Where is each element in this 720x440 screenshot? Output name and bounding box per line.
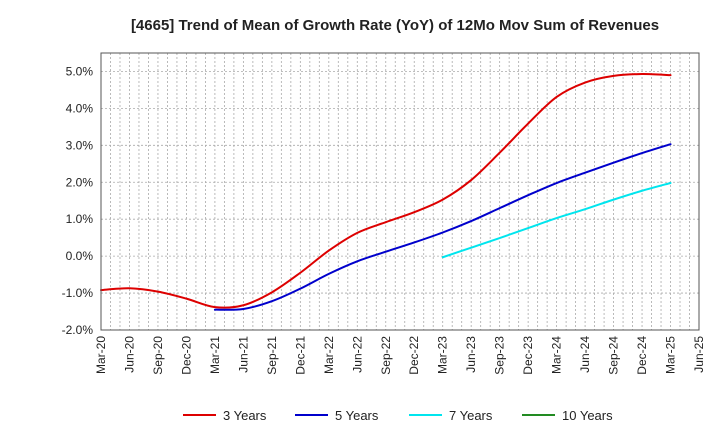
y-axis-tick-labels: -2.0% -1.0% 0.0% 1.0% 2.0% 3.0% 4.0% 5.0% (62, 64, 94, 337)
x-tick-label: Mar-25 (664, 336, 678, 374)
y-tick-label: 1.0% (66, 212, 94, 226)
y-tick-label: 4.0% (66, 101, 94, 115)
y-tick-label: 5.0% (66, 64, 94, 78)
legend: 3 Years 5 Years 7 Years 10 Years (183, 408, 613, 423)
chart-title: [4665] Trend of Mean of Growth Rate (YoY… (131, 17, 659, 34)
y-tick-label: 3.0% (66, 138, 94, 152)
x-tick-label: Jun-24 (578, 336, 592, 373)
x-tick-label: Dec-20 (179, 336, 193, 375)
plot-border (100, 52, 700, 331)
x-tick-label: Jun-22 (350, 336, 364, 373)
y-tick-label: 2.0% (66, 175, 94, 189)
x-tick-label: Jun-21 (236, 336, 250, 373)
x-tick-label: Dec-21 (293, 336, 307, 375)
x-tick-label: Mar-23 (436, 336, 450, 374)
series-lines (100, 73, 672, 311)
x-tick-label: Mar-20 (94, 336, 108, 374)
series-line-7-years (441, 182, 672, 259)
x-axis-tick-labels: Mar-20 Jun-20 Sep-20 Dec-20 Mar-21 Jun-21 Sep-… (94, 336, 706, 375)
x-tick-label: Sep-24 (607, 336, 621, 375)
y-tick-label: 0.0% (66, 249, 94, 263)
x-tick-label: Dec-24 (635, 336, 649, 375)
x-tick-label: Sep-23 (493, 336, 507, 375)
x-tick-label: Jun-23 (464, 336, 478, 373)
legend-label-5-years: 5 Years (335, 408, 379, 423)
x-tick-label: Dec-22 (407, 336, 421, 375)
y-tick-label: -1.0% (62, 286, 94, 300)
x-tick-label: Mar-24 (550, 336, 564, 374)
plot-area (101, 53, 699, 330)
x-tick-label: Sep-21 (265, 336, 279, 375)
x-tick-label: Jun-25 (692, 336, 706, 373)
x-tick-label: Jun-20 (122, 336, 136, 373)
series-line-3-years (100, 73, 672, 309)
y-tick-label: -2.0% (62, 323, 94, 337)
legend-label-3-years: 3 Years (223, 408, 267, 423)
x-tick-label: Mar-21 (208, 336, 222, 374)
x-tick-label: Mar-22 (322, 336, 336, 374)
legend-label-7-years: 7 Years (449, 408, 493, 423)
x-tick-label: Sep-22 (379, 336, 393, 375)
legend-label-10-years: 10 Years (562, 408, 613, 423)
series-line-5-years (213, 143, 672, 311)
x-tick-label: Sep-20 (151, 336, 165, 375)
x-tick-label: Dec-23 (521, 336, 535, 375)
